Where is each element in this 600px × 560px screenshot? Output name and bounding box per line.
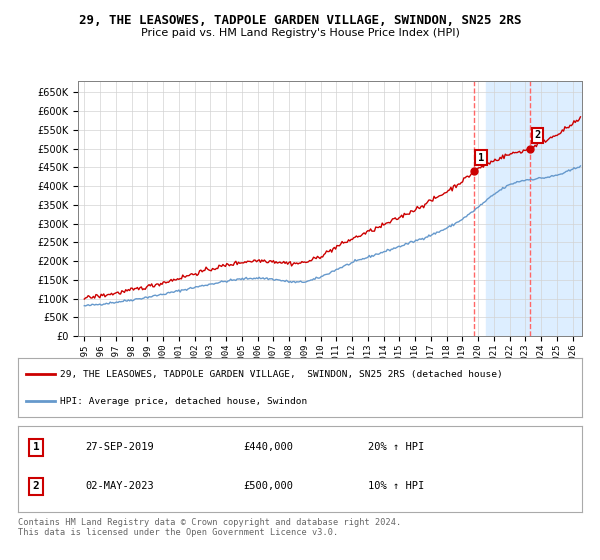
Text: 29, THE LEASOWES, TADPOLE GARDEN VILLAGE,  SWINDON, SN25 2RS (detached house): 29, THE LEASOWES, TADPOLE GARDEN VILLAGE… (60, 370, 503, 379)
Text: 1: 1 (32, 442, 40, 452)
Text: Contains HM Land Registry data © Crown copyright and database right 2024.
This d: Contains HM Land Registry data © Crown c… (18, 518, 401, 538)
Text: 29, THE LEASOWES, TADPOLE GARDEN VILLAGE, SWINDON, SN25 2RS: 29, THE LEASOWES, TADPOLE GARDEN VILLAGE… (79, 14, 521, 27)
Bar (486, 81, 589, 336)
Text: 1: 1 (478, 153, 484, 162)
Text: HPI: Average price, detached house, Swindon: HPI: Average price, detached house, Swin… (60, 397, 308, 406)
Text: £500,000: £500,000 (244, 482, 293, 491)
Text: 02-MAY-2023: 02-MAY-2023 (86, 482, 154, 491)
Text: 27-SEP-2019: 27-SEP-2019 (86, 442, 154, 452)
Text: 2: 2 (32, 482, 40, 491)
Text: Price paid vs. HM Land Registry's House Price Index (HPI): Price paid vs. HM Land Registry's House … (140, 28, 460, 38)
Text: £440,000: £440,000 (244, 442, 293, 452)
Text: 20% ↑ HPI: 20% ↑ HPI (368, 442, 424, 452)
Text: 10% ↑ HPI: 10% ↑ HPI (368, 482, 424, 491)
Text: 2: 2 (535, 130, 541, 140)
